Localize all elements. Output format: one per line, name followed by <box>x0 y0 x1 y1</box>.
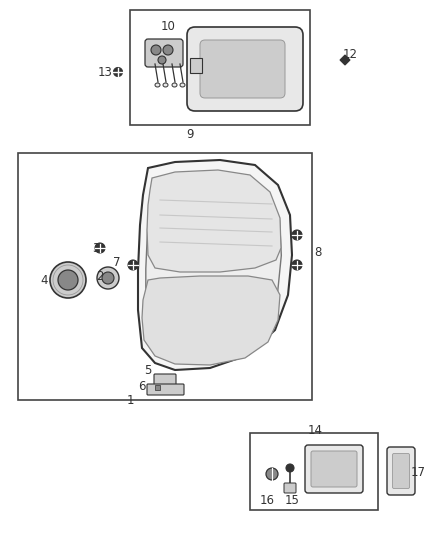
Text: 11: 11 <box>199 63 215 77</box>
Text: 6: 6 <box>138 379 146 392</box>
Polygon shape <box>138 160 292 370</box>
FancyBboxPatch shape <box>200 40 285 98</box>
Circle shape <box>50 262 86 298</box>
Ellipse shape <box>163 83 168 87</box>
Polygon shape <box>142 276 280 365</box>
Bar <box>130 10 310 125</box>
Text: 13: 13 <box>98 66 113 78</box>
Text: 4: 4 <box>40 273 48 287</box>
Circle shape <box>292 230 302 240</box>
Circle shape <box>97 267 119 289</box>
Bar <box>18 153 312 400</box>
Bar <box>250 433 378 510</box>
Text: 3: 3 <box>92 241 100 254</box>
Ellipse shape <box>155 83 160 87</box>
Bar <box>155 385 160 390</box>
Polygon shape <box>146 172 281 357</box>
Text: 8: 8 <box>314 246 321 259</box>
FancyBboxPatch shape <box>154 374 176 385</box>
Text: 1: 1 <box>126 393 134 407</box>
Circle shape <box>95 243 105 253</box>
Circle shape <box>113 68 123 77</box>
Circle shape <box>151 45 161 55</box>
Circle shape <box>128 260 138 270</box>
Text: 9: 9 <box>186 127 194 141</box>
Text: 5: 5 <box>144 364 152 376</box>
FancyBboxPatch shape <box>145 39 183 67</box>
Text: 15: 15 <box>285 494 300 506</box>
Text: 16: 16 <box>259 494 275 506</box>
Ellipse shape <box>172 83 177 87</box>
Circle shape <box>158 56 166 64</box>
Text: 17: 17 <box>410 465 425 479</box>
FancyBboxPatch shape <box>305 445 363 493</box>
Text: 12: 12 <box>343 49 357 61</box>
Circle shape <box>102 272 114 284</box>
Circle shape <box>292 260 302 270</box>
Circle shape <box>266 468 278 480</box>
Bar <box>190 58 202 73</box>
FancyBboxPatch shape <box>311 451 357 487</box>
Circle shape <box>163 45 173 55</box>
Circle shape <box>286 464 294 472</box>
Ellipse shape <box>180 83 185 87</box>
FancyBboxPatch shape <box>387 447 415 495</box>
Circle shape <box>58 270 78 290</box>
FancyBboxPatch shape <box>284 483 296 493</box>
FancyBboxPatch shape <box>187 27 303 111</box>
Text: 14: 14 <box>307 424 322 437</box>
Text: 2: 2 <box>96 271 104 284</box>
FancyBboxPatch shape <box>392 454 410 489</box>
Text: 7: 7 <box>113 255 121 269</box>
Text: 10: 10 <box>161 20 176 34</box>
FancyBboxPatch shape <box>147 384 184 395</box>
Polygon shape <box>147 170 281 272</box>
